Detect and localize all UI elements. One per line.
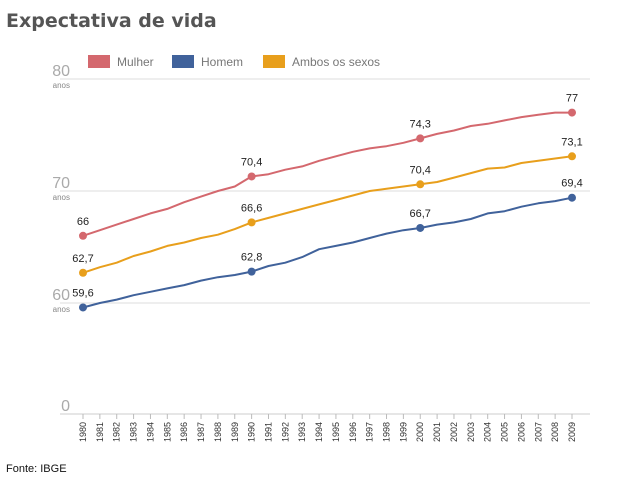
x-tick-label: 2004	[483, 422, 493, 442]
data-label: 69,4	[561, 178, 582, 190]
x-tick-label: 1994	[314, 422, 324, 442]
x-tick-label: 1984	[145, 422, 155, 442]
series-line	[82, 111, 572, 237]
chart-title: Expectativa de vida	[6, 10, 217, 32]
legend-label: Ambos os sexos	[292, 55, 380, 69]
source-note: Fonte: IBGE	[6, 463, 67, 475]
x-tick-label: 1986	[179, 422, 189, 442]
y-tick-label: 70	[52, 175, 70, 192]
data-label: 74,3	[410, 118, 431, 130]
x-tick-label: 1995	[331, 422, 341, 442]
x-tick-label: 1987	[196, 422, 206, 442]
y-unit-label: anos	[53, 81, 70, 90]
data-label: 70,4	[410, 164, 431, 176]
series-line	[82, 155, 573, 274]
y-tick-label: 80	[52, 63, 70, 80]
x-tick-label: 2006	[516, 422, 526, 442]
data-labels: 66 70,4 74,3 77 59,6 62,8 66,7 69,4 62,7 66,6 70,4…	[72, 93, 582, 300]
data-point	[568, 193, 576, 202]
data-point	[79, 231, 87, 240]
x-tick-label: 2007	[533, 422, 543, 442]
data-label: 77	[566, 93, 578, 105]
data-label: 70,4	[241, 156, 262, 168]
data-point	[247, 172, 256, 181]
grid	[60, 78, 590, 415]
data-label: 62,7	[72, 253, 93, 265]
x-tick-label: 1993	[297, 422, 307, 442]
data-point	[247, 218, 256, 227]
x-tick-label: 1981	[95, 422, 105, 442]
y-unit-label: anos	[53, 193, 70, 202]
x-tick-label: 2005	[500, 422, 510, 442]
x-tick-label: 2001	[432, 422, 442, 442]
data-point	[79, 268, 87, 277]
x-tick-label: 1992	[280, 422, 290, 442]
x-tick-label: 2008	[550, 422, 560, 442]
x-tick-label: 1983	[129, 422, 139, 442]
legend-swatch	[172, 55, 194, 68]
x-tick-label: 1988	[213, 422, 223, 442]
series-line	[82, 196, 573, 309]
data-point	[568, 152, 576, 161]
data-point	[247, 267, 256, 276]
legend-label: Homem	[201, 55, 243, 69]
data-label: 73,1	[561, 136, 582, 148]
x-tick-label: 1996	[348, 422, 358, 442]
x-tick-label: 1980	[78, 422, 88, 442]
data-point	[416, 134, 425, 143]
legend: Mulher Homem Ambos os sexos	[88, 55, 380, 69]
x-tick-label: 1991	[263, 422, 273, 442]
y-tick-label: 0	[61, 398, 70, 415]
x-tick-label: 1990	[247, 422, 257, 442]
data-label: 59,6	[72, 287, 93, 299]
x-tick-label: 1985	[162, 422, 172, 442]
x-tick-label: 1999	[398, 422, 408, 442]
x-tick-label: 2009	[567, 422, 577, 442]
legend-label: Mulher	[117, 55, 154, 69]
data-point	[79, 303, 87, 312]
series-lines	[79, 108, 576, 312]
y-tick-label: 60	[52, 287, 70, 304]
y-unit-label: anos	[53, 305, 70, 314]
data-label: 62,8	[241, 252, 262, 264]
data-label: 66,6	[241, 202, 262, 214]
x-tick-label: 1982	[112, 422, 122, 442]
x-tick-label: 2002	[449, 422, 459, 442]
data-label: 66	[77, 216, 89, 228]
data-label: 66,7	[410, 208, 431, 220]
x-tick-label: 2003	[466, 422, 476, 442]
x-axis: 1980 1981 1982 1983 1984 1985 1986 1987 1988 1989…	[78, 414, 577, 442]
legend-swatch	[263, 55, 285, 68]
x-tick-label: 1997	[365, 422, 375, 442]
x-tick-label: 1998	[382, 422, 392, 442]
x-tick-label: 2000	[415, 422, 425, 442]
data-point	[416, 223, 425, 232]
legend-swatch	[88, 55, 110, 68]
data-point	[416, 180, 425, 189]
data-point	[568, 108, 576, 117]
x-tick-label: 1989	[230, 422, 240, 442]
